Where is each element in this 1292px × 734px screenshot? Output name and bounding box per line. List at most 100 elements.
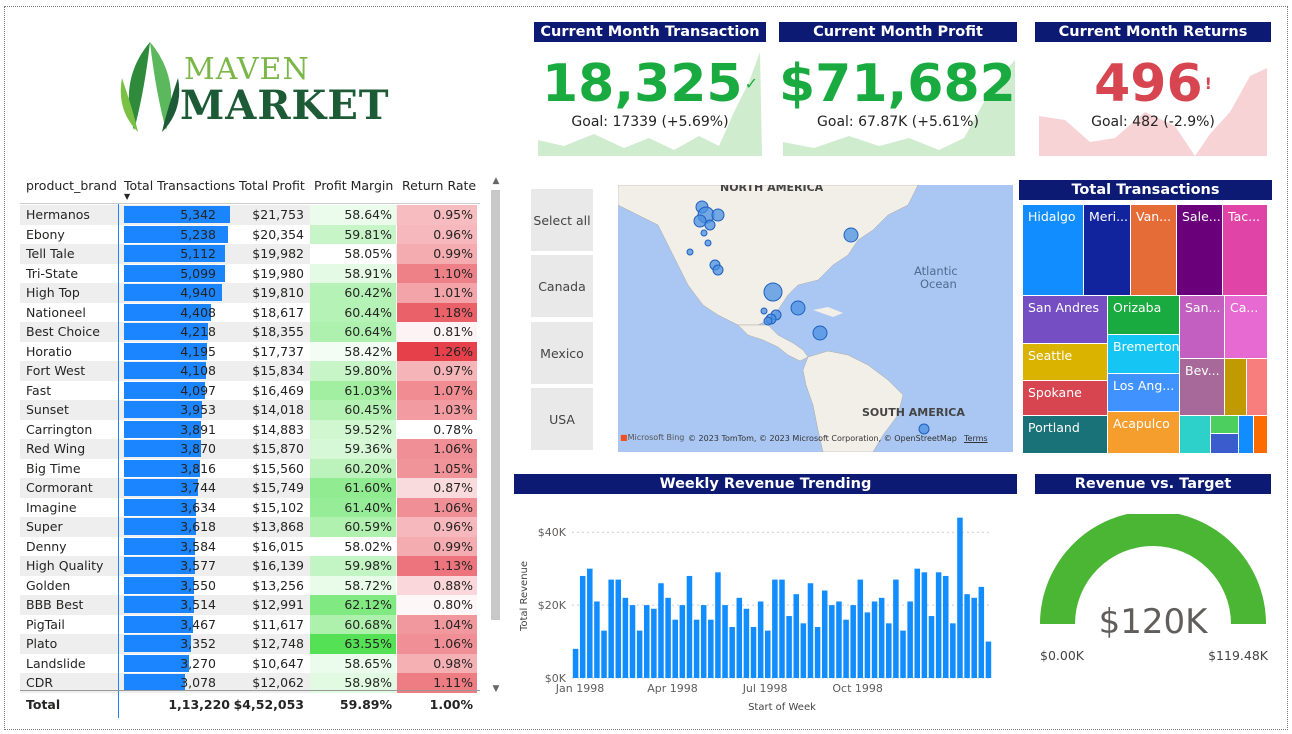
treemap-tile[interactable]: Ca... [1225, 296, 1267, 358]
treemap-tile[interactable]: Acapulco [1108, 412, 1179, 453]
table-row[interactable]: PigTail 3,467 $11,617 60.68% 1.04% [20, 614, 477, 634]
revenue-bar [829, 605, 835, 678]
cell-return-rate: 1.03% [397, 400, 477, 420]
revenue-gauge[interactable]: Revenue vs. Target $120K $0.00K $119.48K [1035, 474, 1271, 674]
weekly-revenue-chart[interactable]: Weekly Revenue Trending $0K $20K $40K Jan 1… [514, 474, 1017, 720]
slicer-canada[interactable]: Canada [531, 255, 593, 317]
cell-profit: $21,753 [252, 207, 304, 222]
cell-return-rate: 0.95% [397, 205, 477, 225]
table-row[interactable]: Denny 3,584 $16,015 58.02% 0.99% [20, 536, 477, 556]
cell-return-rate: 0.99% [397, 244, 477, 264]
revenue-bar [572, 648, 579, 678]
table-row[interactable]: Red Wing 3,870 $15,870 59.36% 1.06% [20, 439, 477, 459]
treemap-tile[interactable]: Seattle [1023, 344, 1107, 380]
slicer-select-all[interactable]: Select all [531, 189, 593, 251]
treemap-tile[interactable]: Portland [1023, 416, 1107, 453]
column-header-brand[interactable]: product_brand [26, 178, 117, 193]
cell-margin: 60.45% [310, 400, 396, 420]
transaction-bar [124, 635, 191, 652]
revenue-bar [729, 626, 735, 678]
sort-desc-icon: ▼ [124, 192, 131, 201]
cell-brand: Sunset [26, 402, 69, 417]
table-row[interactable]: Horatio 4,195 $17,737 58.42% 1.26% [20, 341, 477, 361]
treemap-tile[interactable] [1239, 416, 1253, 453]
total-transactions: 1,13,220 [168, 697, 230, 712]
table-row[interactable]: CDR 3,078 $12,062 58.98% 1.11% [20, 673, 477, 693]
treemap[interactable]: Hidalgo Meri... Van... Sale... Tac... Sa… [1023, 205, 1267, 453]
cell-return-rate: 0.97% [397, 361, 477, 381]
column-header-return-rate[interactable]: Return Rate [402, 178, 477, 193]
table-scrollbar[interactable]: ▲ ▼ [490, 176, 502, 696]
store-map[interactable]: NORTH AMERICA Atlantic Ocean SOUTH AMERI… [618, 185, 1013, 452]
transaction-bar [124, 206, 230, 223]
cell-margin: 59.80% [310, 361, 396, 381]
slicer-usa[interactable]: USA [531, 388, 593, 450]
kpi-card-transactions[interactable]: Current Month Transaction 18,325 ✓ Goal: … [534, 22, 766, 156]
revenue-bar [921, 572, 928, 678]
gauge-min: $0.00K [1040, 648, 1084, 663]
cell-profit: $14,883 [252, 421, 304, 437]
cell-transactions: 5,112 [124, 244, 230, 264]
table-row[interactable]: Ebony 5,238 $20,354 59.81% 0.96% [20, 224, 477, 244]
treemap-tile[interactable] [1247, 359, 1267, 415]
treemap-tile[interactable]: Los Ang... [1108, 374, 1179, 411]
treemap-tile[interactable] [1254, 416, 1267, 453]
treemap-tile[interactable]: San Andres [1023, 296, 1107, 343]
table-row[interactable]: Golden 3,550 $13,256 58.72% 0.88% [20, 575, 477, 595]
treemap-tile[interactable]: San... [1180, 296, 1224, 358]
cell-profit: $19,810 [252, 285, 304, 300]
table-row[interactable]: Landslide 3,270 $10,647 58.65% 0.98% [20, 653, 477, 673]
table-row[interactable]: High Quality 3,577 $16,139 59.98% 1.13% [20, 556, 477, 576]
scroll-up-icon[interactable]: ▲ [492, 176, 500, 186]
table-row[interactable]: Super 3,618 $13,868 60.59% 0.96% [20, 517, 477, 537]
map-terms-link[interactable]: Terms [964, 434, 988, 443]
treemap-tile[interactable]: Hidalgo [1023, 205, 1083, 295]
cell-transactions: 4,940 [124, 283, 230, 303]
revenue-bar [964, 594, 970, 678]
column-header-profit[interactable]: Total Profit [239, 178, 305, 193]
table-row[interactable]: Sunset 3,953 $14,018 60.45% 1.03% [20, 400, 477, 420]
table-row[interactable]: Plato 3,352 $12,748 63.55% 1.06% [20, 634, 477, 654]
kpi-card-profit[interactable]: Current Month Profit $71,682✓ Goal: 67.8… [779, 22, 1017, 156]
table-row[interactable]: Nationeel 4,408 $18,617 60.44% 1.18% [20, 302, 477, 322]
table-row[interactable]: Hermanos 5,342 $21,753 58.64% 0.95% [20, 205, 477, 225]
table-header: product_brand Total Transactions ▼ Total… [20, 174, 480, 204]
table-row[interactable]: Fort West 4,108 $15,834 59.80% 0.97% [20, 361, 477, 381]
cell-margin: 58.42% [310, 341, 396, 361]
cell-return-rate: 1.26% [397, 341, 477, 361]
column-header-transactions[interactable]: Total Transactions [124, 178, 236, 193]
table-row[interactable]: Cormorant 3,744 $15,749 61.60% 0.87% [20, 478, 477, 498]
treemap-tile[interactable] [1211, 416, 1238, 433]
revenue-bar [971, 597, 977, 678]
revenue-bar [658, 583, 664, 678]
table-row[interactable]: Tri-State 5,099 $19,980 58.91% 1.10% [20, 263, 477, 283]
treemap-tile[interactable] [1211, 434, 1238, 453]
treemap-tile[interactable]: Bremerton [1108, 335, 1179, 373]
kpi-card-returns[interactable]: Current Month Returns 496! Goal: 482 (-2… [1035, 22, 1271, 156]
transaction-bar [124, 615, 193, 633]
treemap-tile[interactable]: Van... [1131, 205, 1176, 295]
treemap-tile[interactable]: Spokane [1023, 381, 1107, 415]
table-row[interactable]: Imagine 3,634 $15,102 61.40% 1.06% [20, 497, 477, 517]
scrollbar-thumb[interactable] [491, 190, 500, 620]
table-row[interactable]: Fast 4,097 $16,469 61.03% 1.07% [20, 380, 477, 400]
table-row[interactable]: BBB Best 3,514 $12,991 62.12% 0.80% [20, 595, 477, 615]
treemap-tile[interactable] [1225, 359, 1246, 415]
cell-brand: Nationeel [26, 304, 86, 320]
treemap-tile[interactable]: Orizaba [1108, 296, 1179, 334]
slicer-mexico[interactable]: Mexico [531, 322, 593, 384]
treemap-tile[interactable]: Meri... [1084, 205, 1130, 295]
treemap-tile[interactable]: Bev... [1180, 359, 1224, 415]
table-row[interactable]: Best Choice 4,218 $18,355 60.64% 0.81% [20, 322, 477, 342]
scroll-down-icon[interactable]: ▼ [492, 684, 500, 694]
treemap-tile[interactable] [1180, 416, 1210, 453]
brand-table[interactable]: product_brand Total Transactions ▼ Total… [20, 174, 504, 720]
table-row[interactable]: Carrington 3,891 $14,883 59.52% 0.78% [20, 419, 477, 439]
column-header-margin[interactable]: Profit Margin [314, 178, 394, 193]
treemap-tile[interactable]: Sale... [1177, 205, 1222, 295]
table-row[interactable]: Tell Tale 5,112 $19,982 58.05% 0.99% [20, 244, 477, 264]
table-row[interactable]: Big Time 3,816 $15,560 60.20% 1.05% [20, 458, 477, 478]
table-row[interactable]: High Top 4,940 $19,810 60.42% 1.01% [20, 283, 477, 303]
weekly-revenue-plot: $0K $20K $40K Jan 1998 Apr 1998 Jul 1998 Oct 1… [519, 517, 992, 713]
treemap-tile[interactable]: Tac... [1223, 205, 1267, 295]
